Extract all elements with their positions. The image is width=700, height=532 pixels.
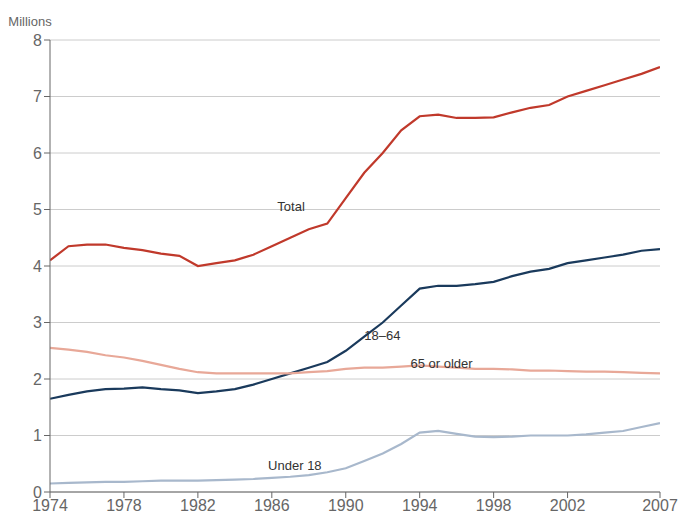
svg-text:5: 5 — [33, 201, 42, 218]
svg-text:1998: 1998 — [476, 497, 512, 514]
svg-text:7: 7 — [33, 88, 42, 105]
svg-text:1990: 1990 — [328, 497, 364, 514]
svg-text:0: 0 — [33, 484, 42, 501]
svg-text:3: 3 — [33, 314, 42, 331]
svg-text:1994: 1994 — [402, 497, 438, 514]
svg-text:Total: Total — [277, 199, 305, 214]
svg-text:1986: 1986 — [254, 497, 290, 514]
svg-text:18–64: 18–64 — [364, 328, 400, 343]
svg-text:2007: 2007 — [642, 497, 678, 514]
svg-text:2002: 2002 — [550, 497, 586, 514]
svg-text:1982: 1982 — [180, 497, 216, 514]
svg-text:8: 8 — [33, 32, 42, 49]
svg-text:2: 2 — [33, 371, 42, 388]
svg-text:1978: 1978 — [106, 497, 142, 514]
svg-text:Millions: Millions — [8, 14, 52, 29]
svg-text:Under 18: Under 18 — [268, 458, 321, 473]
svg-text:4: 4 — [33, 258, 42, 275]
svg-text:1974: 1974 — [32, 497, 68, 515]
svg-text:1: 1 — [33, 427, 42, 444]
svg-text:6: 6 — [33, 145, 42, 162]
svg-text:65 or older: 65 or older — [410, 356, 473, 371]
